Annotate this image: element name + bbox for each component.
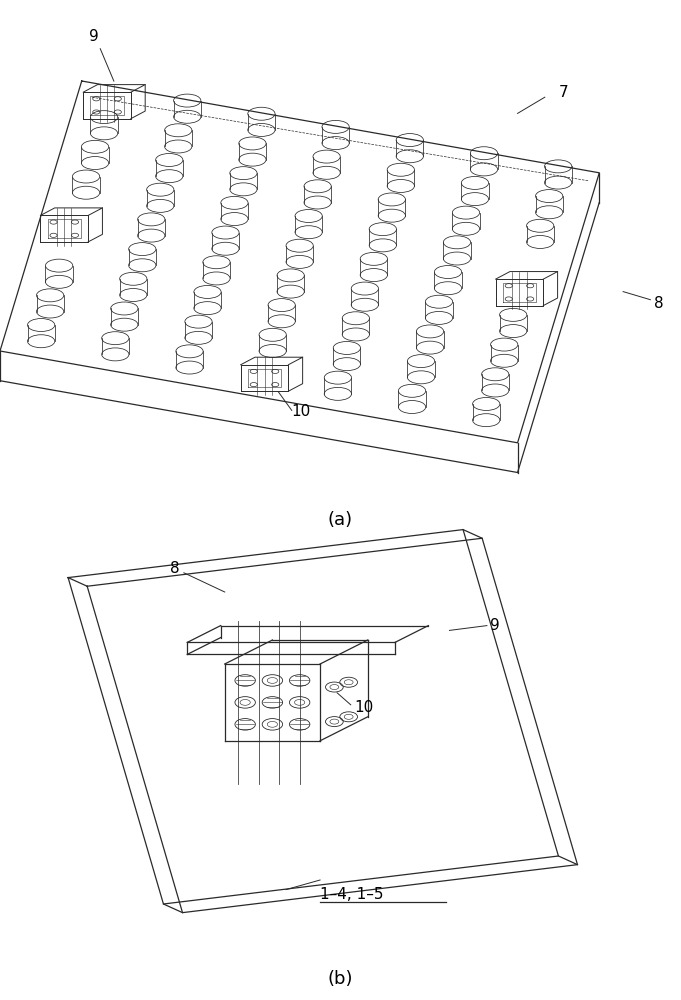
- Text: 7: 7: [558, 85, 568, 100]
- Text: (a): (a): [328, 511, 353, 529]
- Text: 9: 9: [490, 618, 500, 633]
- Text: (b): (b): [328, 970, 353, 988]
- Text: 10: 10: [354, 700, 373, 715]
- Text: 1–4, 1–5: 1–4, 1–5: [320, 887, 383, 902]
- Text: 10: 10: [291, 404, 311, 419]
- Text: 8: 8: [654, 296, 663, 311]
- Text: 9: 9: [89, 29, 98, 44]
- Text: 8: 8: [170, 561, 180, 576]
